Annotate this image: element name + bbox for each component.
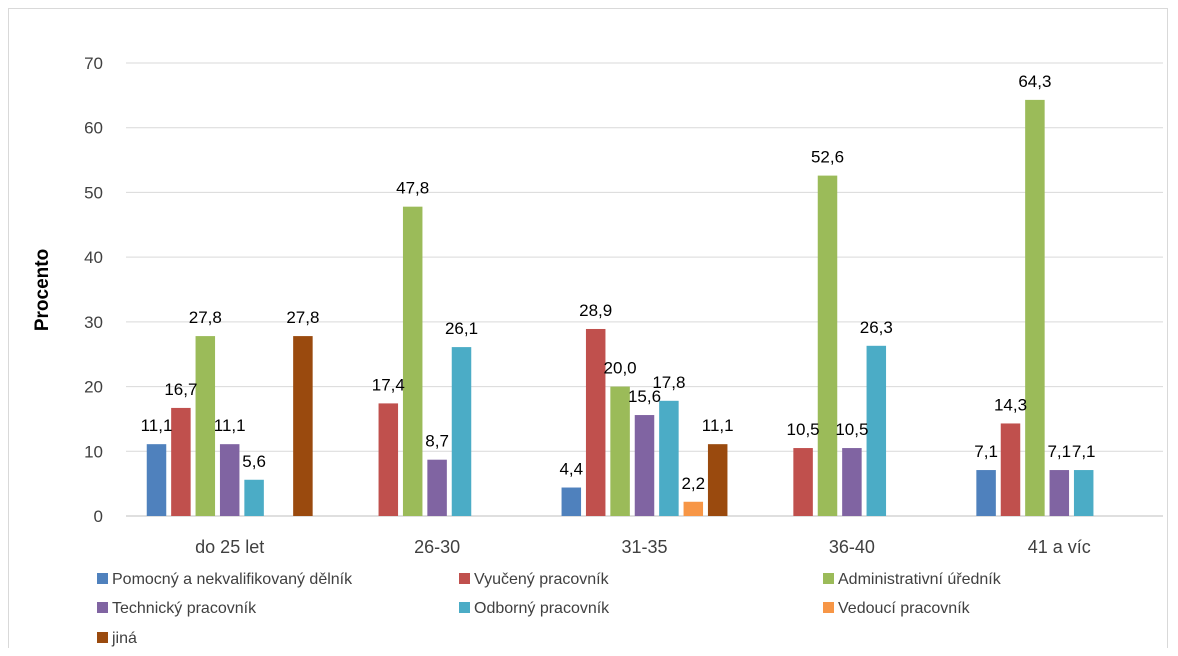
- data-label: 52,6: [811, 148, 844, 167]
- bar: [378, 403, 399, 516]
- data-label: 11,1: [702, 416, 734, 435]
- data-labels: 11,1 16,7 27,8 11,1 5,6 27,8 17,4 47,8 8,7 26,1 4,…: [141, 72, 1096, 493]
- y-tick-label: 60: [84, 119, 103, 138]
- bar: [842, 448, 862, 516]
- y-tick-label: 70: [84, 54, 103, 73]
- y-tick-label: 0: [94, 507, 103, 526]
- legend-label: jiná: [111, 630, 137, 647]
- bar: [634, 415, 655, 516]
- bar: [451, 347, 472, 516]
- legend-swatch: [97, 573, 108, 584]
- bar: [146, 444, 167, 516]
- y-tick-label: 20: [84, 378, 103, 397]
- bar: [817, 175, 838, 517]
- data-label: 10,5: [835, 420, 868, 439]
- data-label: 7,1: [974, 442, 998, 461]
- legend-swatch: [97, 602, 108, 613]
- data-label: 26,1: [445, 319, 478, 338]
- legend-item: Odborný pracovník: [459, 600, 610, 617]
- data-label: 2,2: [681, 474, 705, 493]
- data-label: 27,8: [189, 308, 222, 327]
- x-tick-label: 41 a víc: [1028, 537, 1091, 557]
- legend-item: Vedoucí pracovník: [823, 600, 971, 617]
- legend-item: Administrativní úředník: [823, 571, 1002, 588]
- bar: [1000, 423, 1021, 516]
- data-label: 7,1: [1072, 442, 1096, 461]
- legend-swatch: [459, 573, 470, 584]
- bar: [195, 336, 216, 516]
- data-label: 20,0: [604, 359, 637, 378]
- legend-swatch: [459, 602, 470, 613]
- legend-swatch: [823, 602, 834, 613]
- legend-item: jiná: [97, 630, 137, 647]
- data-label: 26,3: [860, 318, 893, 337]
- x-tick-label: 26-30: [414, 537, 460, 557]
- bar: [793, 448, 813, 516]
- bar: [402, 206, 423, 516]
- legend-label: Technický pracovník: [112, 600, 257, 617]
- legend-label: Administrativní úředník: [838, 571, 1002, 588]
- bar: [427, 459, 447, 516]
- legend-swatch: [823, 573, 834, 584]
- x-tick-label: 36-40: [829, 537, 875, 557]
- data-label: 28,9: [579, 301, 612, 320]
- legend-label: Pomocný a nekvalifikovaný dělník: [112, 571, 353, 588]
- bar: [1025, 99, 1045, 516]
- bar: [610, 386, 630, 516]
- bar: [866, 345, 887, 516]
- y-tick-label: 50: [84, 183, 103, 202]
- bar: [171, 407, 191, 516]
- data-label: 14,3: [994, 395, 1027, 414]
- y-tick-label: 30: [84, 313, 103, 332]
- legend-swatch: [97, 632, 108, 643]
- data-label: 64,3: [1018, 72, 1051, 91]
- y-axis-ticks: 0 10 20 30 40 50 60 70: [84, 54, 103, 526]
- bar: [1073, 470, 1094, 516]
- data-label: 27,8: [286, 308, 319, 327]
- data-label: 4,4: [559, 460, 583, 479]
- bar: [561, 487, 582, 516]
- data-label: 10,5: [787, 420, 820, 439]
- x-tick-label: 31-35: [621, 537, 667, 557]
- data-label: 11,1: [141, 416, 173, 435]
- bar: [976, 470, 996, 516]
- bar: [293, 336, 313, 516]
- legend-label: Vyučený pracovník: [474, 571, 610, 588]
- bar: [1049, 470, 1070, 516]
- legend-item: Technický pracovník: [97, 600, 257, 617]
- bar: [585, 328, 606, 516]
- data-label: 17,8: [652, 373, 685, 392]
- data-label: 15,6: [628, 387, 661, 406]
- y-tick-label: 40: [84, 248, 103, 267]
- bar: [707, 444, 728, 516]
- legend-label: Odborný pracovník: [474, 600, 610, 617]
- legend: Pomocný a nekvalifikovaný dělník Vyučený …: [97, 571, 1002, 647]
- legend-item: Vyučený pracovník: [459, 571, 610, 588]
- data-label: 47,8: [396, 179, 429, 198]
- data-label: 11,1: [214, 416, 246, 435]
- bar: [659, 400, 679, 516]
- chart-frame: [8, 8, 1168, 648]
- legend-item: Pomocný a nekvalifikovaný dělník: [97, 571, 353, 588]
- data-label: 16,7: [164, 380, 197, 399]
- data-label: 7,1: [1047, 442, 1071, 461]
- bars: [146, 99, 1094, 517]
- bar: [244, 479, 264, 516]
- y-axis-title: Procento: [32, 249, 53, 331]
- x-tick-label: do 25 let: [195, 537, 264, 557]
- bar: [219, 444, 240, 516]
- legend-label: Vedoucí pracovník: [838, 600, 971, 617]
- data-label: 5,6: [242, 452, 266, 471]
- bar: [683, 501, 704, 516]
- data-label: 17,4: [372, 375, 405, 394]
- data-label: 8,7: [425, 432, 449, 451]
- y-tick-label: 10: [84, 442, 103, 461]
- x-axis: do 25 let 26-30 31-35 36-40 41 a víc: [195, 537, 1091, 557]
